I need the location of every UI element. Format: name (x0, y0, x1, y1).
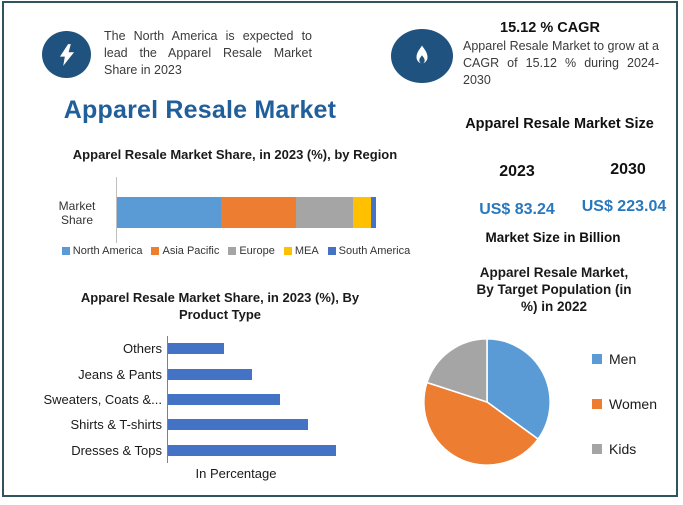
market-size-value-2030: US$ 223.04 (581, 198, 667, 215)
product-bar-area (167, 412, 383, 438)
legend-item-europe: Europe (228, 245, 275, 257)
legend-swatch-europe (228, 247, 237, 255)
outer-border (2, 1, 678, 497)
region-segment-south-america (370, 197, 376, 228)
pie-legend-swatch-kids (592, 444, 602, 454)
pie-slice-men (486, 338, 551, 440)
product-row-others: Others (33, 336, 383, 362)
product-label: Jeans & Pants (78, 366, 162, 382)
pie-legend-item-men: Men (592, 351, 657, 367)
market-size-year-2023: 2023 (499, 163, 535, 180)
legend-item-north-america: North America (61, 245, 143, 257)
product-label: Shirts & T-shirts (70, 417, 162, 433)
product-bar-area (167, 437, 383, 463)
product-row-dresses-tops: Dresses & Tops (33, 437, 383, 463)
page-title: Apparel Resale Market (63, 96, 337, 124)
pie-legend-item-women: Women (592, 396, 657, 412)
pie-slice-kids (426, 338, 488, 403)
lightning-icon (54, 40, 80, 70)
product-bar-dresses-tops (168, 444, 336, 456)
cagr-badge (391, 29, 453, 83)
legend-swatch-mea (283, 247, 292, 255)
product-bar-sweaters-coats (168, 393, 280, 405)
market-size-note: Market Size in Billion (485, 230, 621, 245)
pie-legend-label: Women (609, 396, 657, 412)
region-chart-title: Apparel Resale Market Share, in 2023 (%)… (72, 147, 398, 162)
flame-icon (408, 41, 436, 71)
region-segment-mea (352, 197, 371, 228)
pie-legend-label: Kids (609, 441, 637, 457)
cagr-headline: 15.12 % CAGR (500, 20, 600, 36)
product-label: Sweaters, Coats &... (43, 391, 163, 407)
pie-legend: Men Women Kids (592, 351, 657, 457)
region-stacked-bar (117, 197, 376, 228)
region-segment-north-america (117, 197, 221, 228)
legend-swatch-south-america (327, 247, 336, 255)
market-size-title: Apparel Resale Market Size (465, 116, 654, 132)
product-label: Others (122, 341, 162, 357)
pie-slice-women (423, 381, 539, 466)
product-chart-title: Apparel Resale Market Share, in 2023 (%)… (80, 290, 360, 322)
highlight-badge (42, 31, 91, 78)
legend-label: MEA (294, 245, 319, 257)
product-bar-area (167, 336, 383, 362)
product-bar-jeans-pants (168, 368, 252, 380)
legend-item-mea: MEA (283, 245, 319, 257)
legend-label: Europe (239, 245, 275, 257)
product-bar-area (167, 361, 383, 387)
region-chart-legend: North America Asia Pacific Europe MEA South … (36, 245, 436, 257)
pie-legend-swatch-women (592, 399, 602, 409)
product-bar-area (167, 386, 383, 413)
market-size-value-2023: US$ 83.24 (479, 201, 555, 218)
region-segment-europe (295, 197, 353, 228)
highlight-text: The North America is expected to lead th… (104, 29, 312, 77)
cagr-text: Apparel Resale Market to grow at a CAGR … (463, 39, 659, 87)
target-population-pie-chart (423, 338, 551, 466)
legend-swatch-asia-pacific (151, 247, 160, 255)
product-row-jeans-pants: Jeans & Pants (33, 361, 383, 387)
market-size-year-2030: 2030 (610, 161, 646, 178)
pie-legend-item-kids: Kids (592, 441, 657, 457)
pie-legend-label: Men (609, 351, 637, 367)
legend-label: Asia Pacific (162, 245, 220, 257)
legend-item-south-america: South America (327, 245, 411, 257)
product-row-sweaters-coats: Sweaters, Coats &... (33, 386, 383, 413)
legend-item-asia-pacific: Asia Pacific (151, 245, 219, 257)
legend-swatch-north-america (61, 247, 70, 255)
legend-label: North America (72, 245, 143, 257)
pie-legend-swatch-men (592, 354, 602, 364)
product-bar-chart: Others Jeans & Pants Sweaters, Coats &... S… (33, 336, 383, 463)
pie-chart-title: Apparel Resale Market, By Target Populat… (476, 265, 632, 314)
region-chart-y-axis (116, 177, 117, 243)
product-label: Dresses & Tops (71, 442, 162, 458)
product-bar-shirts-t-shirts (168, 419, 308, 431)
product-row-shirts-t-shirts: Shirts & T-shirts (33, 412, 383, 438)
region-segment-asia-pacific (220, 197, 296, 228)
product-bar-others (168, 343, 224, 355)
region-chart-category-label: Market Share (58, 199, 96, 227)
product-chart-x-axis-label: In Percentage (195, 466, 277, 481)
legend-label: South America (338, 245, 411, 257)
